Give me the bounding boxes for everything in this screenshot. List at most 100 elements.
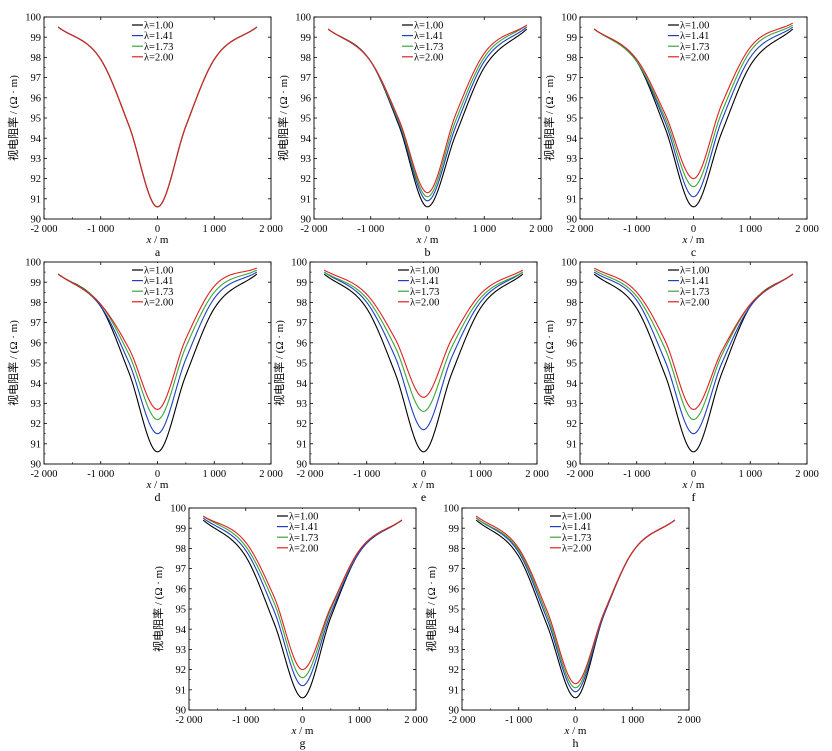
y-axis-label: 视电阻率 / (Ω · m) [151,566,165,652]
y-tick-label: 100 [295,13,311,24]
x-tick-label: 0 [155,224,160,235]
y-tick-label: 90 [567,215,578,226]
x-axis-unit: / m [687,234,705,246]
panel-letter: c [691,245,696,259]
x-tick-label: 1 000 [202,469,226,480]
legend-label: λ=1.41 [680,276,709,287]
x-axis-unit: / m [687,479,705,491]
y-tick-label: 92 [567,419,578,430]
y-tick-label: 95 [301,114,312,125]
y-tick-label: 96 [567,338,578,349]
y-tick-label: 96 [31,338,42,349]
y-tick-label: 93 [301,154,312,165]
x-tick-label: -1 000 [232,715,259,726]
panel-letter: f [692,490,696,504]
y-tick-label: 97 [301,73,312,84]
series-line-2 [593,271,794,435]
x-axis-label: x / m [415,234,438,246]
series-line-2 [57,271,258,435]
legend-label: λ=2.00 [289,543,318,554]
x-axis-label: x / m [563,725,586,737]
x-tick-label: 2 000 [677,715,701,726]
y-tick-label: 97 [176,564,187,575]
legend-label: λ=1.00 [410,266,439,277]
y-tick-label: 98 [31,53,42,64]
y-tick-label: 97 [297,318,308,329]
x-axis-label: x / m [145,234,168,246]
legend-label: λ=1.00 [144,21,173,32]
series-line-4 [327,24,528,194]
y-tick-label: 96 [301,93,312,104]
x-axis-unit: / m [151,479,169,491]
y-tick-label: 92 [301,174,312,185]
y-tick-label: 90 [301,215,312,226]
y-tick-label: 96 [176,584,187,595]
y-tick-label: 95 [449,605,460,616]
x-tick-label: -2 000 [30,224,57,235]
y-tick-label: 91 [31,439,42,450]
chart-panel-d: 90 91 92 93 94 95 96 97 98 99 100 -2 000 -1 000 0 1 00… [6,258,283,504]
y-tick-label: 96 [297,338,308,349]
legend-label: λ=1.73 [144,287,173,298]
y-tick-label: 97 [449,564,460,575]
legend-label: λ=1.73 [144,42,173,53]
legend-label: λ=1.00 [680,266,709,277]
legend-label: λ=1.73 [680,287,709,298]
y-tick-label: 98 [449,544,460,555]
x-axis-unit: / m [569,725,587,737]
x-axis-label: x / m [411,479,434,491]
x-tick-label: -1 000 [505,715,532,726]
x-tick-label: -1 000 [623,469,650,480]
x-tick-label: 2 000 [795,224,819,235]
x-tick-label: 1 000 [620,715,644,726]
x-axis-label: x / m [681,234,704,246]
x-axis-label: x / m [290,725,313,737]
legend-label: λ=1.00 [289,512,318,523]
x-tick-label: 0 [155,469,160,480]
x-axis-unit: / m [421,234,439,246]
y-axis-label: 视电阻率 / (Ω · m) [542,75,556,161]
x-axis-variable: x [145,234,151,246]
legend-label: λ=2.00 [414,52,443,63]
series-line-1 [323,273,524,453]
x-tick-label: 0 [300,715,305,726]
x-axis-variable: x [681,479,687,491]
x-tick-label: 0 [691,469,696,480]
x-tick-label: 2 000 [404,715,428,726]
panel-letter: a [155,245,161,259]
y-tick-label: 91 [567,439,578,450]
series-line-4 [593,267,794,411]
x-tick-label: -2 000 [566,224,593,235]
chart-panel-h: 90 91 92 93 94 95 96 97 98 99 100 -2 000 -1 000 0 1 00… [424,504,701,750]
panel-letter: g [300,736,306,750]
x-tick-label: 2 000 [529,224,553,235]
y-tick-label: 93 [449,645,460,656]
x-axis-unit: / m [296,725,314,737]
y-tick-label: 97 [567,318,578,329]
legend-label: λ=1.00 [414,21,443,32]
y-tick-label: 94 [449,625,460,636]
y-tick-label: 99 [567,33,578,44]
y-tick-label: 91 [31,194,42,205]
y-tick-label: 99 [567,278,578,289]
x-tick-label: 2 000 [795,469,819,480]
y-tick-label: 98 [301,53,312,64]
y-tick-label: 92 [31,174,42,185]
legend-label: λ=2.00 [680,297,709,308]
legend: λ=1.00λ=1.41λ=1.73λ=2.00 [664,18,727,63]
legend-label: λ=1.73 [410,287,439,298]
y-tick-label: 93 [297,399,308,410]
y-tick-label: 90 [297,460,308,471]
series-line-4 [323,269,524,398]
series-line-3 [593,24,794,188]
legend-label: λ=1.41 [562,522,591,533]
x-axis-variable: x [145,479,151,491]
y-tick-label: 94 [297,379,308,390]
legend: λ=1.00λ=1.41λ=1.73λ=2.00 [128,263,191,308]
y-tick-label: 91 [176,685,187,696]
x-tick-label: 2 000 [259,224,283,235]
y-axis-label: 视电阻率 / (Ω · m) [276,75,290,161]
series-line-3 [323,271,524,413]
y-tick-label: 94 [567,379,578,390]
x-axis-label: x / m [145,479,168,491]
